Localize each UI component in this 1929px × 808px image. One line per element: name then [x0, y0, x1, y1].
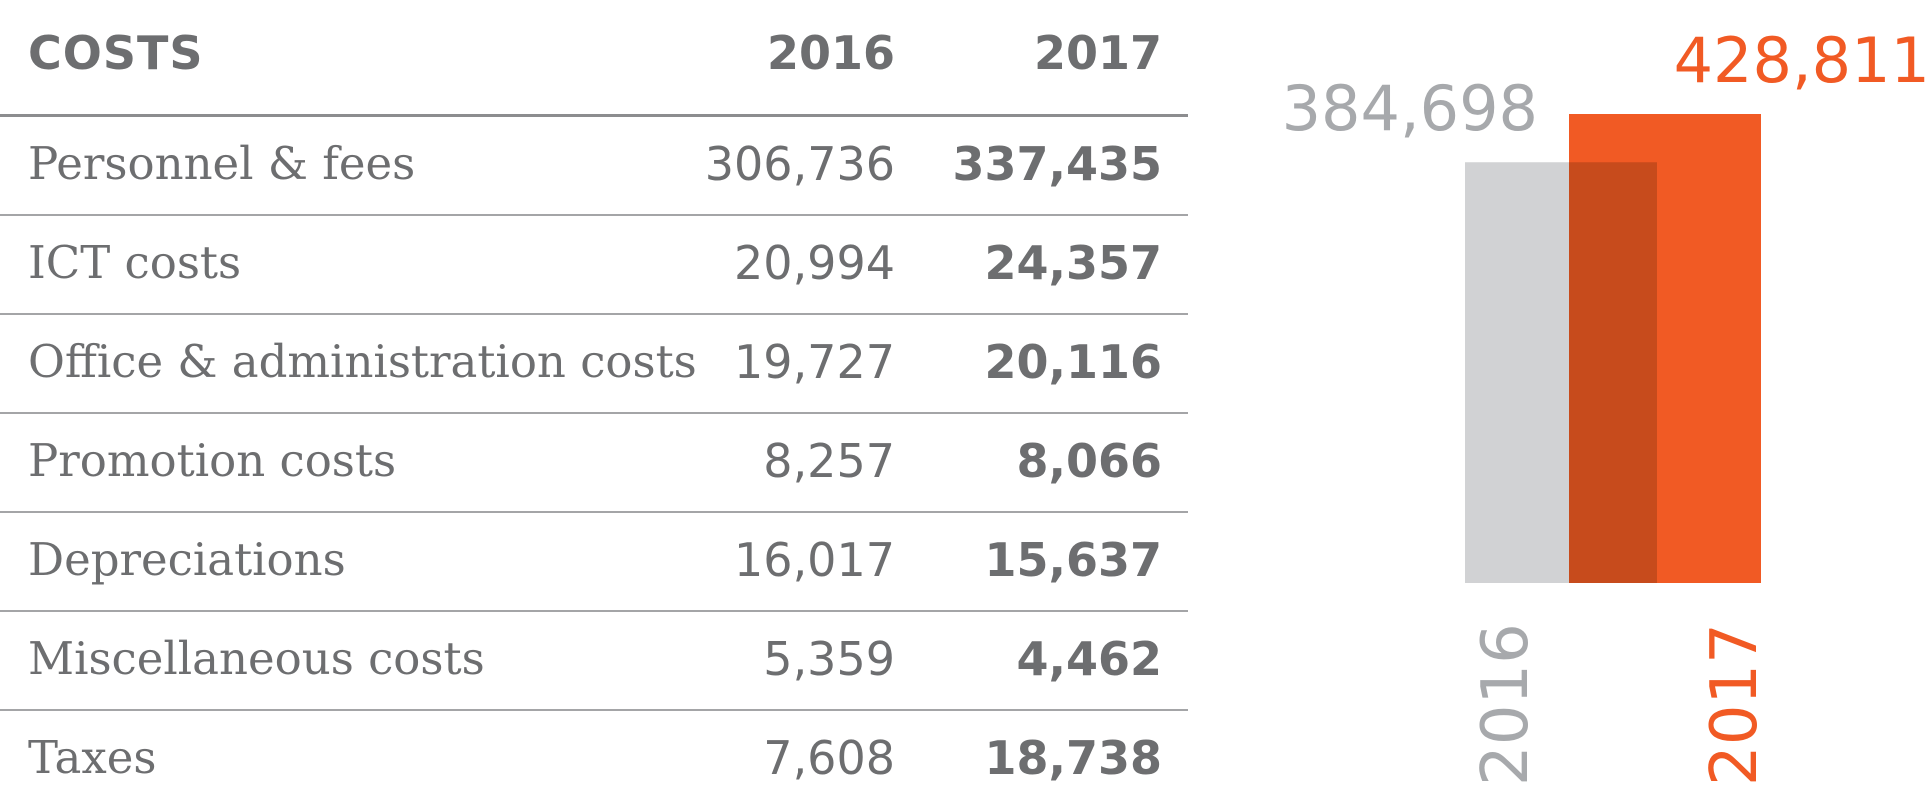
value-2017: 337,435 — [952, 137, 1162, 191]
table-row: Miscellaneous costs 5,359 4,462 — [0, 612, 1188, 711]
table-row: ICT costs 20,994 24,357 — [0, 216, 1188, 315]
header-label: COSTS — [28, 26, 204, 80]
total-costs-bar-chart: 384,698 428,811 2016 2017 — [1282, 24, 1929, 786]
value-2016: 20,994 — [734, 236, 895, 290]
value-label-2017: 428,811 — [1674, 24, 1929, 97]
table-row: Office & administration costs 19,727 20,… — [0, 315, 1188, 414]
value-label-2016: 384,698 — [1282, 72, 1538, 145]
table-row: Taxes 7,608 18,738 — [0, 711, 1188, 808]
row-label: Office & administration costs — [28, 335, 697, 388]
row-label: Taxes — [28, 731, 157, 784]
value-2017: 4,462 — [1016, 632, 1162, 686]
row-label: Promotion costs — [28, 434, 397, 487]
value-2016: 16,017 — [734, 533, 895, 587]
value-2016: 8,257 — [763, 434, 895, 488]
table-header: COSTS 2016 2017 — [0, 0, 1188, 117]
value-2016: 7,608 — [763, 731, 895, 785]
value-2016: 306,736 — [704, 137, 895, 191]
bar-overlap — [1569, 162, 1657, 583]
category-label-2017: 2017 — [1698, 623, 1772, 786]
value-2017: 20,116 — [984, 335, 1162, 389]
value-2016: 5,359 — [763, 632, 895, 686]
row-label: Depreciations — [28, 533, 346, 586]
row-label: Personnel & fees — [28, 137, 416, 190]
header-2016: 2016 — [766, 26, 895, 80]
value-2017: 18,738 — [984, 731, 1162, 785]
value-2017: 15,637 — [984, 533, 1162, 587]
table-row: Personnel & fees 306,736 337,435 — [0, 117, 1188, 216]
costs-table: COSTS 2016 2017 Personnel & fees 306,736… — [0, 0, 1188, 808]
table-row: Promotion costs 8,257 8,066 — [0, 414, 1188, 513]
header-2017: 2017 — [1033, 26, 1162, 80]
row-label: Miscellaneous costs — [28, 632, 485, 685]
row-label: ICT costs — [28, 236, 242, 289]
value-2017: 8,066 — [1016, 434, 1162, 488]
value-2016: 19,727 — [734, 335, 895, 389]
table-row: Depreciations 16,017 15,637 — [0, 513, 1188, 612]
value-2017: 24,357 — [984, 236, 1162, 290]
category-label-2016: 2016 — [1469, 623, 1543, 786]
